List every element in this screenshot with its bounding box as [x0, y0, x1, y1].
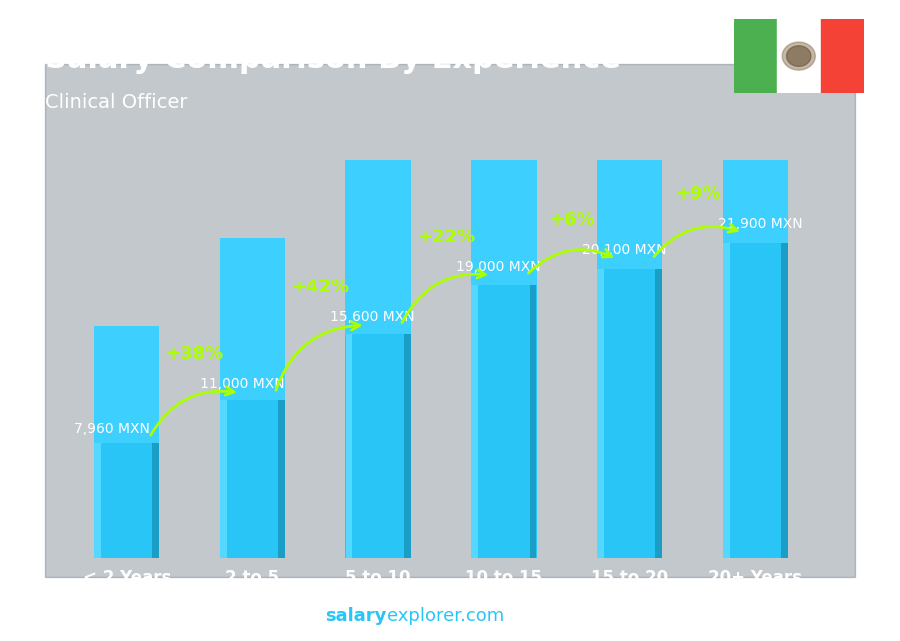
Bar: [94, 440, 159, 558]
Bar: [472, 5, 536, 285]
Text: salary: salary: [326, 607, 387, 625]
Text: 7,960 MXN: 7,960 MXN: [74, 422, 149, 436]
Text: +42%: +42%: [292, 278, 349, 296]
Text: 19,000 MXN: 19,000 MXN: [456, 260, 541, 274]
Text: +6%: +6%: [549, 212, 595, 229]
Bar: [220, 395, 227, 558]
Bar: [655, 262, 662, 558]
Bar: [472, 278, 536, 558]
Text: +22%: +22%: [417, 228, 475, 246]
Bar: [723, 235, 730, 558]
Bar: [723, 0, 788, 244]
Bar: [94, 440, 101, 558]
Text: +38%: +38%: [166, 345, 224, 363]
Bar: [346, 328, 353, 558]
Bar: [94, 326, 159, 444]
Bar: [597, 0, 662, 269]
Bar: [220, 395, 285, 558]
Bar: [781, 235, 788, 558]
Bar: [404, 328, 410, 558]
Text: Average Monthly Salary: Average Monthly Salary: [865, 297, 878, 446]
Text: Clinical Officer: Clinical Officer: [45, 93, 187, 112]
Text: +9%: +9%: [675, 185, 720, 203]
Bar: [723, 235, 788, 558]
Text: 11,000 MXN: 11,000 MXN: [200, 378, 284, 392]
Bar: [597, 262, 604, 558]
Bar: [152, 440, 159, 558]
Text: 15,600 MXN: 15,600 MXN: [330, 310, 415, 324]
Text: Salary Comparison By Experience: Salary Comparison By Experience: [45, 45, 621, 74]
Text: 20,100 MXN: 20,100 MXN: [581, 244, 666, 258]
Bar: [220, 238, 285, 400]
Bar: [777, 19, 821, 93]
Bar: [346, 104, 410, 334]
Bar: [472, 278, 478, 558]
Text: explorer.com: explorer.com: [387, 607, 504, 625]
Text: 21,900 MXN: 21,900 MXN: [717, 217, 802, 231]
Circle shape: [782, 42, 815, 70]
Bar: [278, 395, 285, 558]
Circle shape: [787, 46, 811, 67]
Bar: [821, 19, 864, 93]
Bar: [529, 278, 536, 558]
Bar: [597, 262, 662, 558]
Bar: [346, 328, 410, 558]
Bar: [734, 19, 777, 93]
